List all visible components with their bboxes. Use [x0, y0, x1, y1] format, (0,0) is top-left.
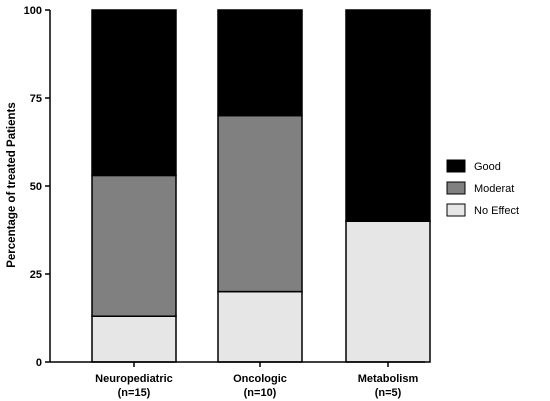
- y-tick-label: 50: [30, 181, 42, 193]
- bar-segment-moderat-neuropediatric: [91, 174, 177, 317]
- x-tick-sublabel: (n=10): [244, 387, 277, 399]
- x-tick-label: Metabolism: [358, 373, 419, 385]
- bar-segment-no-effect-neuropediatric: [91, 315, 177, 363]
- legend-label-moderat: Moderat: [474, 183, 514, 195]
- x-tick-label: Neuropediatric: [95, 373, 173, 385]
- x-tick-sublabel: (n=15): [118, 387, 151, 399]
- y-tick-label: 75: [30, 93, 42, 105]
- legend-swatch-good: [446, 159, 466, 173]
- x-tick-sublabel: (n=5): [375, 387, 402, 399]
- y-axis-title: Percentage of treated Patients: [6, 102, 18, 268]
- legend-label-no-effect: No Effect: [474, 205, 519, 217]
- bars-group: [91, 9, 431, 363]
- bar-segment-good-metabolism: [345, 9, 431, 222]
- y-tick-label: 25: [30, 269, 42, 281]
- legend-label-good: Good: [474, 161, 501, 173]
- bar-segment-good-neuropediatric: [91, 9, 177, 177]
- x-ticks-group: Neuropediatric (n=15) Oncologic (n=10) Metab…: [95, 362, 418, 399]
- bar-segment-moderat-oncologic: [217, 114, 303, 293]
- legend: Good Moderat No Effect: [446, 159, 519, 217]
- bar-segment-no-effect-oncologic: [217, 290, 303, 363]
- bar-segment-good-oncologic: [217, 9, 303, 117]
- bar-segment-no-effect-metabolism: [345, 220, 431, 363]
- legend-swatch-no-effect: [446, 203, 466, 217]
- y-ticks-group: 0 25 50 75 100: [24, 5, 50, 369]
- legend-swatch-moderat: [446, 181, 466, 195]
- y-tick-label: 0: [36, 357, 42, 369]
- y-tick-label: 100: [24, 5, 42, 17]
- x-tick-label: Oncologic: [233, 373, 287, 385]
